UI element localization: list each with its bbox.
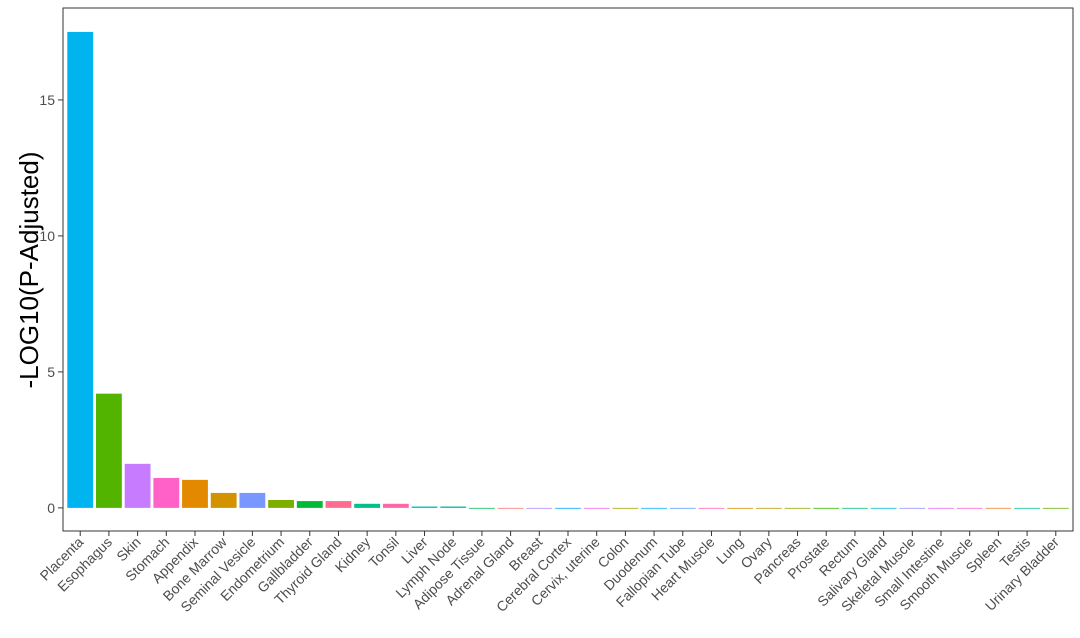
bar	[985, 507, 1012, 509]
bar	[325, 501, 352, 508]
bar	[842, 507, 868, 509]
y-tick-label: 5	[47, 364, 55, 380]
bar	[784, 507, 811, 509]
bar	[354, 503, 381, 508]
bar	[411, 506, 438, 508]
bar	[1014, 507, 1041, 509]
bar	[612, 507, 639, 509]
bar	[956, 507, 983, 509]
bar	[239, 492, 266, 508]
y-tick-label: 0	[47, 500, 55, 516]
bar	[440, 506, 467, 508]
bar	[210, 492, 237, 508]
bar	[67, 31, 94, 508]
bar	[296, 501, 323, 508]
bar	[583, 507, 610, 509]
y-tick-label: 10	[39, 228, 55, 244]
bar	[182, 479, 208, 508]
bar	[268, 499, 294, 508]
bar	[870, 507, 897, 509]
bar	[153, 477, 180, 508]
bar	[899, 507, 926, 509]
bar	[469, 507, 495, 509]
bar	[382, 503, 409, 508]
bar	[555, 507, 581, 509]
bar	[95, 393, 122, 508]
bar	[727, 507, 754, 509]
bar	[813, 507, 840, 509]
bar	[698, 507, 725, 509]
bar	[1042, 507, 1069, 509]
plot-border	[62, 7, 1074, 532]
bar	[928, 507, 954, 509]
bar	[669, 507, 696, 509]
bar	[641, 507, 667, 509]
y-tick-label: 15	[39, 92, 55, 108]
bar	[526, 507, 553, 509]
bar	[497, 507, 524, 509]
bar	[124, 463, 151, 508]
y-axis-title: -LOG10(P-Adjusted)	[14, 152, 44, 389]
x-tick-label: Tonsil	[365, 534, 402, 571]
bar	[755, 507, 782, 509]
